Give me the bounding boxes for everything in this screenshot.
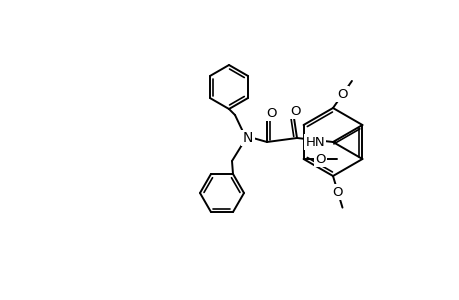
- Text: O: O: [337, 88, 347, 100]
- Text: O: O: [290, 105, 301, 118]
- Text: O: O: [332, 186, 342, 199]
- Text: N: N: [242, 131, 252, 145]
- Text: HN: HN: [305, 136, 325, 148]
- Text: O: O: [266, 106, 277, 119]
- Text: O: O: [314, 152, 325, 166]
